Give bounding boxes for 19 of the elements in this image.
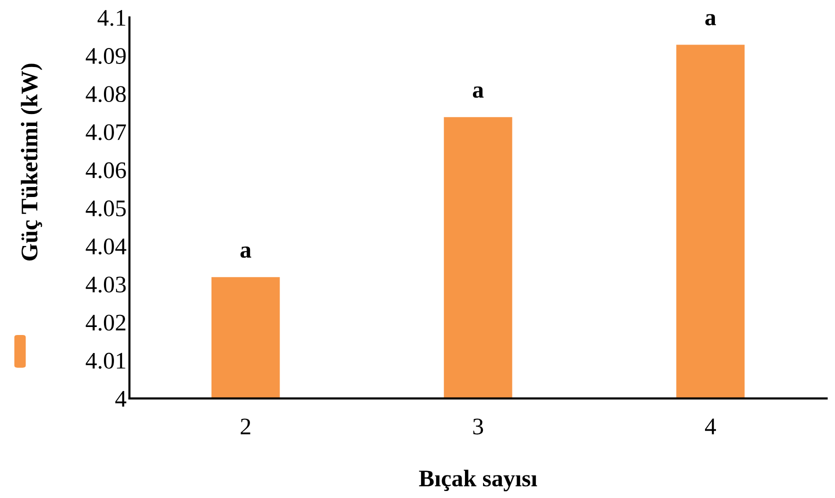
x-tick-label: 2 bbox=[240, 418, 250, 434]
y-tick-label: 4.1 bbox=[98, 10, 126, 26]
y-tick-label: 4.05 bbox=[86, 200, 126, 216]
y-axis-title: Güç Tüketimi (kW) bbox=[20, 64, 42, 261]
annotation: a bbox=[472, 86, 484, 98]
y-tick-label: 4.03 bbox=[86, 276, 126, 293]
y-tick-label: 4.02 bbox=[86, 314, 126, 331]
y-tick-label: 4.01 bbox=[86, 352, 126, 369]
y-tick-label: 4 bbox=[115, 391, 126, 407]
x-tick-label: 4 bbox=[705, 418, 716, 434]
annotation: a bbox=[705, 14, 716, 26]
y-tick-label: 4.07 bbox=[86, 124, 126, 140]
y-tick-label: 4.09 bbox=[86, 48, 126, 64]
y-tick-label: 4.06 bbox=[86, 162, 126, 178]
annotation: a bbox=[240, 246, 252, 258]
x-tick-label: 3 bbox=[473, 418, 484, 434]
y-tick-label: 4.04 bbox=[86, 238, 126, 255]
x-axis-title: Bıçak sayısı bbox=[419, 470, 538, 492]
y-tick-label: 4.08 bbox=[86, 86, 126, 102]
